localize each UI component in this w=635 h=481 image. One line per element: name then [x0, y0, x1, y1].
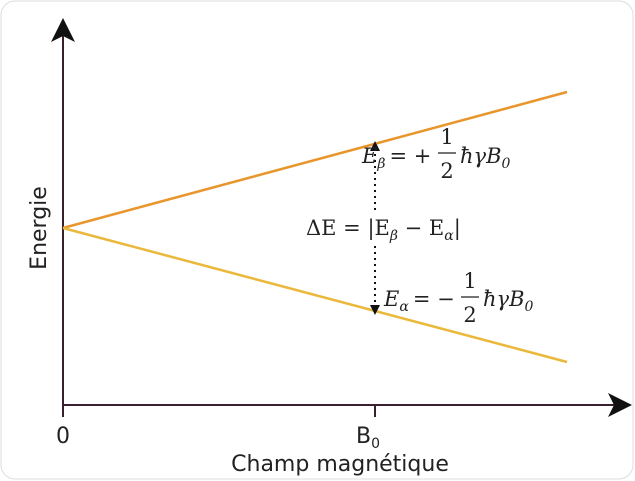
x-label: Champ magnétique: [231, 452, 449, 477]
delta-equation: ΔE = |Eβ − Eα|: [306, 216, 461, 244]
b0-label: B0: [356, 424, 380, 452]
text: β: [389, 228, 398, 244]
svg-text:ħγB0: ħγB0: [460, 144, 511, 172]
y-label: Energie: [27, 186, 52, 270]
text: α: [444, 228, 454, 244]
text: B: [356, 424, 371, 449]
text: β: [376, 156, 385, 172]
text: 0: [502, 156, 511, 172]
svg-text:Eβ= +: Eβ = +: [361, 144, 431, 172]
text: α: [399, 299, 409, 315]
text: = +: [389, 144, 431, 168]
text: |: [454, 216, 461, 241]
svg-text:ħγB0: ħγB0: [483, 287, 534, 315]
text: E: [383, 287, 399, 311]
text: 1: [440, 125, 453, 149]
svg-text:ΔE = |Eβ − Eα|: ΔE = |Eβ − Eα|: [306, 216, 461, 244]
alpha-level: [62, 226, 568, 364]
text: ħγB: [460, 144, 502, 168]
text: = −: [413, 287, 455, 311]
text: E: [361, 144, 377, 168]
beta-equation: Eβ = + 1 2 ħγB0: [361, 125, 511, 183]
text: ħγB: [483, 287, 525, 311]
text: ΔE = |E: [306, 216, 390, 241]
svg-text:Eα= −: Eα = −: [383, 287, 455, 315]
text: 2: [440, 159, 453, 183]
text: − E: [398, 216, 444, 240]
text: 1: [463, 269, 476, 293]
text: 0: [525, 299, 534, 315]
alpha-equation: Eα = − 1 2 ħγB0: [383, 269, 534, 327]
origin-label: 0: [56, 424, 70, 449]
text: 0: [371, 436, 380, 452]
beta-level: [62, 90, 568, 230]
text: 2: [463, 303, 476, 327]
